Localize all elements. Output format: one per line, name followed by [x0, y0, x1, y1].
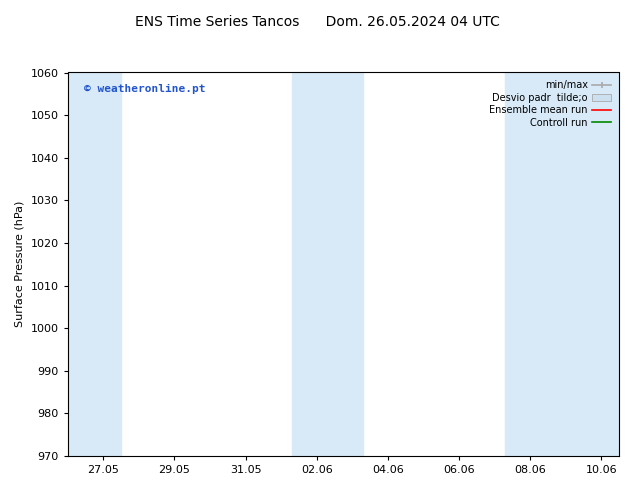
Text: ENS Time Series Tancos      Dom. 26.05.2024 04 UTC: ENS Time Series Tancos Dom. 26.05.2024 0…	[134, 15, 500, 29]
Legend: min/max, Desvio padr  tilde;o, Ensemble mean run, Controll run: min/max, Desvio padr tilde;o, Ensemble m…	[486, 77, 614, 130]
Text: © weatheronline.pt: © weatheronline.pt	[84, 84, 206, 94]
Bar	[505, 73, 619, 456]
Y-axis label: Surface Pressure (hPa): Surface Pressure (hPa)	[15, 201, 25, 327]
Bar	[68, 73, 121, 456]
Bar	[292, 73, 363, 456]
